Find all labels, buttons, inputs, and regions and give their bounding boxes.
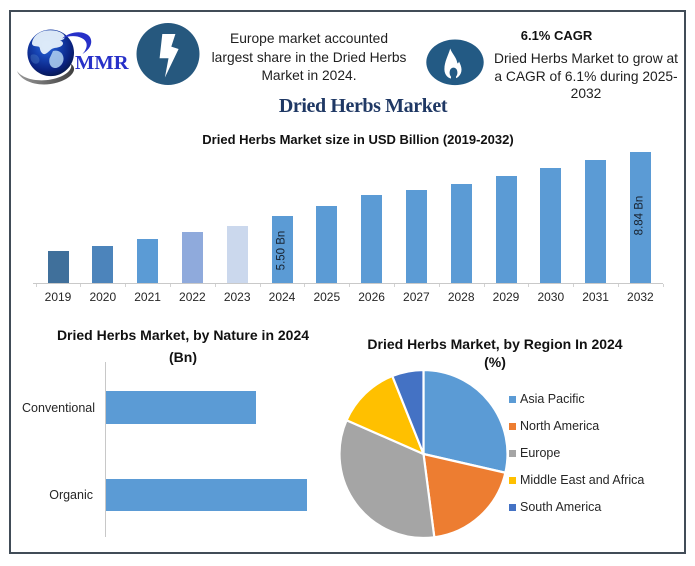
svg-text:MMR: MMR (75, 52, 129, 74)
